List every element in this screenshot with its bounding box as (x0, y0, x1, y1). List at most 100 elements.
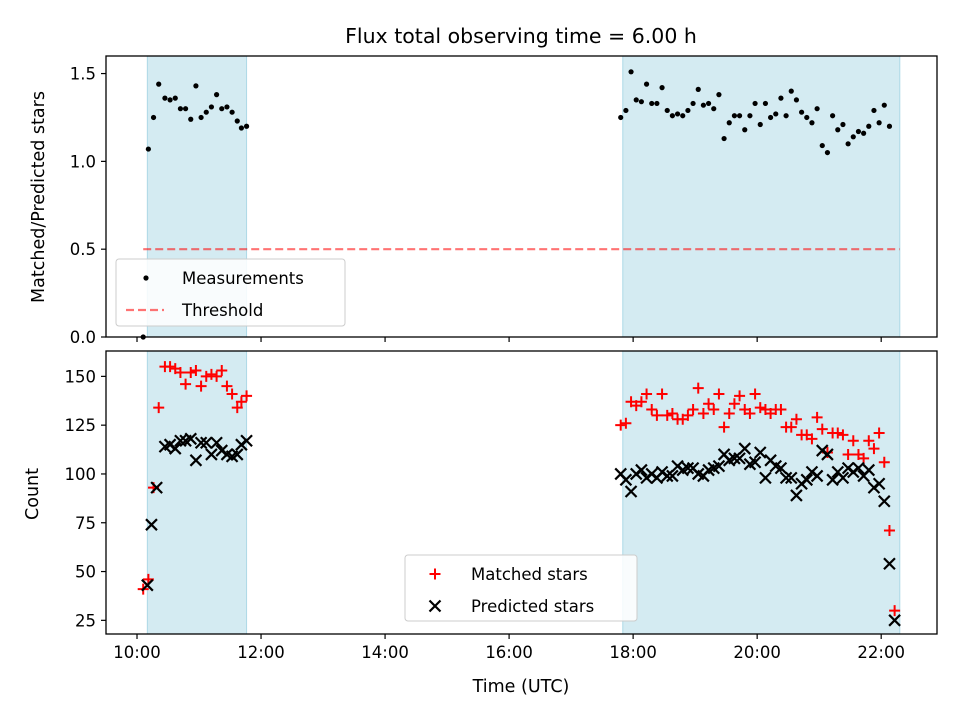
predicted-stars-point (872, 477, 886, 490)
predicted-stars-point (826, 473, 839, 487)
measurements-point (773, 111, 779, 117)
matched-stars-point (878, 456, 890, 468)
predicted-stars-point (184, 432, 198, 446)
top-y-tick-label: 1.5 (70, 65, 96, 84)
matched-stars-point (723, 407, 735, 419)
x-tick-label: 14:00 (361, 643, 409, 662)
measurements-point (623, 107, 629, 114)
measurements-point (208, 104, 215, 110)
measurements-point (628, 69, 634, 75)
predicted-stars-point (230, 448, 244, 461)
measurements-point (830, 113, 836, 119)
matched-stars-series (137, 361, 901, 617)
bottom-legend: Matched stars Predicted stars (404, 554, 638, 622)
predicted-stars-point (888, 614, 901, 627)
top-y-tick-label: 0.5 (70, 240, 96, 259)
measurements-point (193, 83, 199, 89)
measurements-point (855, 128, 862, 135)
bottom-legend-label: Predicted stars (471, 597, 594, 616)
top-observing-window-2 (622, 55, 901, 338)
matched-stars-point (889, 605, 901, 617)
measurements-point (762, 100, 769, 107)
matched-stars-point (728, 398, 740, 410)
measurements-point (835, 127, 841, 133)
predicted-stars-point (619, 473, 633, 487)
x-tick-label: 16:00 (485, 643, 533, 662)
predicted-stars-point (712, 459, 726, 473)
matched-stars-point (790, 413, 802, 425)
measurements-point (213, 92, 220, 98)
measurements-point (866, 123, 872, 129)
predicted-stars-point (210, 436, 223, 450)
x-tick-label: 10:00 (113, 643, 161, 662)
measurements-point (162, 95, 168, 101)
matched-stars-point (241, 390, 253, 402)
matched-stars-point (858, 452, 870, 464)
measurements-point (871, 107, 877, 114)
matched-stars-point (713, 388, 725, 400)
bottom-y-tick-label: 75 (75, 514, 96, 533)
measurements-point (188, 116, 194, 122)
measurements-point (203, 109, 209, 115)
predicted-stars-point (666, 469, 679, 483)
matched-stars-point (216, 365, 228, 377)
top-legend-box (115, 258, 346, 327)
measurements-point (172, 95, 178, 101)
matched-stars-point (847, 435, 859, 447)
predicted-stars-point (862, 463, 876, 477)
predicted-stars-point (753, 446, 767, 459)
matched-stars-point (221, 380, 233, 392)
x-tick-label: 20:00 (733, 643, 781, 662)
predicted-stars-point (800, 473, 814, 487)
measurements-point (700, 102, 707, 108)
measurements-point (804, 114, 810, 121)
matched-stars-point (164, 361, 176, 373)
predicted-stars-point (150, 481, 163, 494)
measurements-point (799, 109, 805, 115)
matched-stars-point (641, 388, 653, 400)
measurements-point (886, 123, 893, 129)
predicted-stars-point (878, 495, 891, 508)
matched-stars-point (661, 409, 673, 421)
matched-stars-point (174, 366, 186, 378)
matched-stars-point (235, 396, 247, 408)
measurements-point (783, 113, 789, 119)
measurements-point (638, 99, 644, 105)
matched-stars-point (620, 417, 632, 429)
matched-stars-point (837, 429, 849, 441)
measurements-point (685, 107, 691, 114)
measurements-point (757, 121, 763, 128)
measurements-point (788, 88, 794, 94)
predicted-stars-point (174, 434, 187, 448)
matched-stars-point (180, 378, 192, 390)
matched-stars-point (692, 382, 704, 394)
matched-stars-point (656, 388, 668, 400)
matched-stars-point (806, 433, 818, 445)
predicted-stars-series (141, 432, 901, 627)
measurements-point (824, 149, 831, 156)
bottom-panel: 25 50 75 100 125 150 10:00 12:00 14:00 16:00 18:00… (65, 350, 938, 662)
measurements-point (219, 106, 225, 112)
measurements-series (140, 69, 893, 340)
matched-stars-point (703, 398, 715, 410)
measurements-point (618, 114, 624, 121)
measurements-point (742, 127, 748, 133)
matched-stars-point (775, 404, 787, 416)
measurements-point (731, 113, 738, 119)
top-y-tick-label: 1.0 (70, 152, 96, 171)
measurements-point (752, 100, 758, 107)
top-legend: Measurements Threshold (115, 258, 346, 327)
predicted-stars-point (733, 452, 746, 465)
matched-stars-point (646, 404, 658, 416)
measurements-point (659, 85, 665, 91)
predicted-stars-point (728, 452, 741, 465)
measurements-point (224, 104, 230, 110)
measurements-point (150, 114, 157, 121)
matched-stars-point (749, 388, 761, 400)
predicted-stars-point (790, 489, 803, 502)
predicted-stars-point (784, 471, 798, 485)
bottom-observing-window-1 (146, 350, 248, 635)
matched-stars-point (190, 365, 202, 377)
measurements-point (654, 100, 660, 107)
